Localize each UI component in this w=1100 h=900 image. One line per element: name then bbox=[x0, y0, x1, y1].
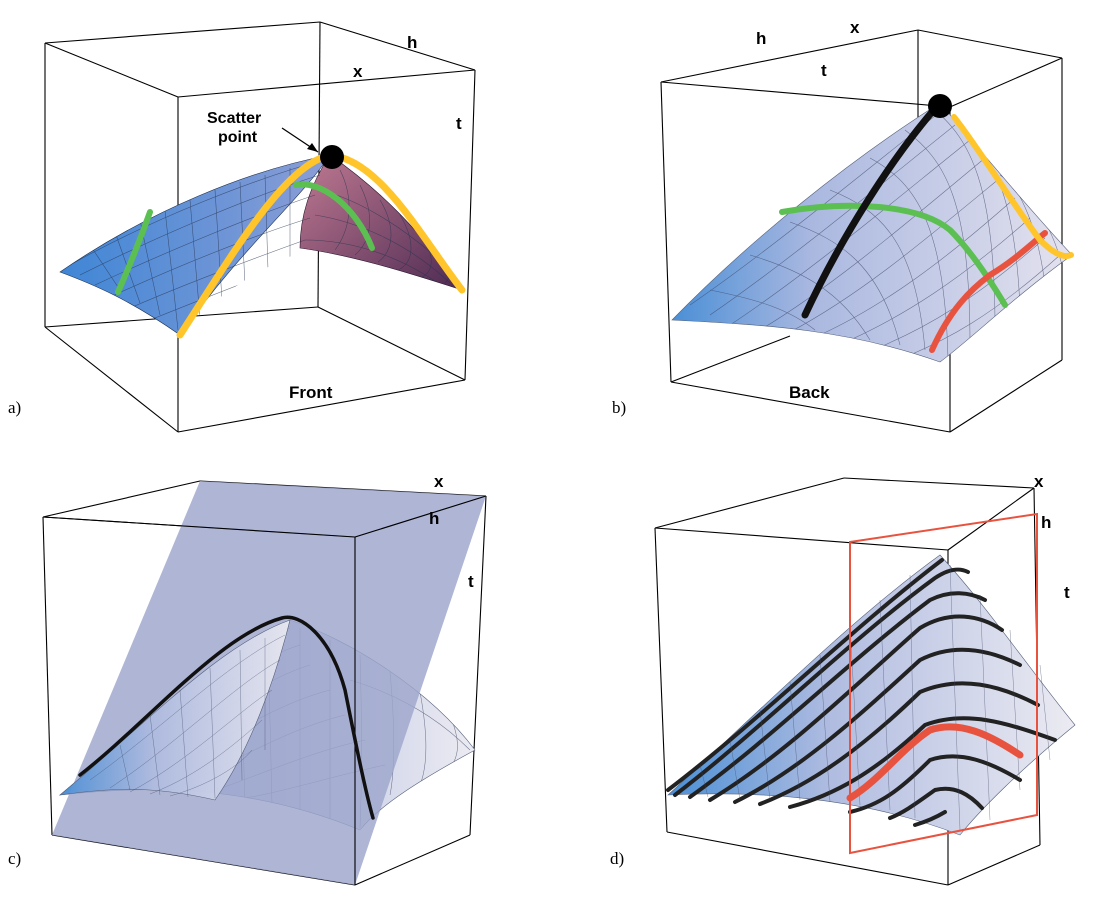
axis-label-x: x bbox=[353, 62, 363, 81]
panel-a-diagram bbox=[44, 21, 476, 433]
panel-b-diagram bbox=[660, 29, 1074, 433]
scatter-point-annotation: Scatter point bbox=[203, 109, 261, 147]
section-frame bbox=[849, 512, 1038, 855]
axis-label-x: x bbox=[1034, 472, 1044, 491]
caption-front: Front bbox=[289, 383, 333, 402]
axis-label-h: h bbox=[429, 509, 440, 528]
axis-label-t: t bbox=[821, 61, 827, 80]
annotation-line-1: Scatter bbox=[207, 110, 262, 127]
axis-label-h: h bbox=[407, 33, 418, 52]
axis-label-x: x bbox=[850, 18, 860, 37]
axis-label-h: h bbox=[756, 29, 767, 48]
axis-label-t: t bbox=[468, 572, 474, 591]
annotation-line-2: point bbox=[218, 129, 258, 146]
panel-label-c: c) bbox=[8, 849, 22, 868]
panel-label-b: b) bbox=[612, 398, 627, 417]
panel-c-diagram bbox=[42, 480, 487, 886]
panel-a: h x t Scatter point Front a) bbox=[0, 0, 550, 450]
panel-b: h x t Back b) bbox=[550, 0, 1100, 450]
panel-c: x h t c) bbox=[0, 450, 550, 900]
panel-label-d: d) bbox=[610, 849, 625, 868]
axis-label-t: t bbox=[456, 114, 462, 133]
panel-label-a: a) bbox=[8, 398, 22, 417]
scatter-point-marker-b bbox=[928, 94, 952, 118]
axis-label-h: h bbox=[1041, 513, 1052, 532]
axis-label-t: t bbox=[1064, 583, 1070, 602]
caption-back: Back bbox=[789, 383, 830, 402]
panel-d: x h t d) bbox=[550, 450, 1100, 900]
panel-d-diagram bbox=[654, 477, 1076, 886]
axis-label-x: x bbox=[434, 472, 444, 491]
level-curves bbox=[666, 558, 1057, 827]
scatter-point-marker bbox=[320, 145, 344, 169]
